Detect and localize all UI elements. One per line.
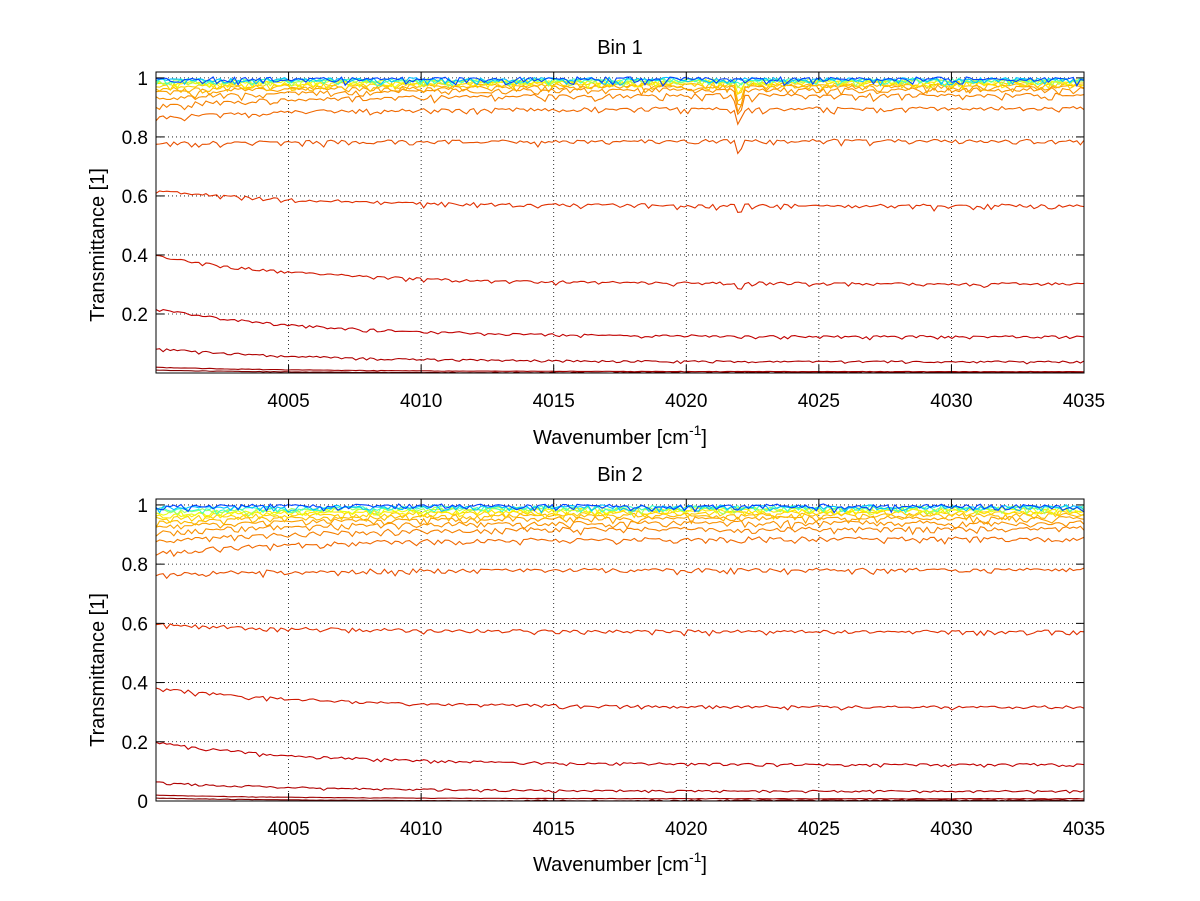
series-line <box>155 687 1085 711</box>
x-axis-label-suffix: ] <box>701 427 707 449</box>
series-line <box>155 138 1085 155</box>
series-line <box>155 512 1085 528</box>
chart-panel-bin-1: Bin 1 4005 4010 4015 4020 4025 4030 4035 0.2 0.4… <box>87 37 1105 449</box>
x-tick-label: 4020 <box>665 391 707 412</box>
series-line <box>155 76 1085 88</box>
axes-frame <box>155 71 1085 374</box>
y-axis-label: Transmittance [1] <box>87 168 109 322</box>
y-tick-label: 0.4 <box>122 246 149 267</box>
series-line <box>155 515 1085 530</box>
series-line <box>155 86 1085 114</box>
series-line <box>155 254 1085 290</box>
series-line <box>155 536 1085 558</box>
x-tick-label: 4005 <box>267 391 309 412</box>
series-line <box>155 190 1085 213</box>
series-line <box>155 503 1085 514</box>
y-tick-label: 0 <box>137 792 148 813</box>
series-line <box>155 83 1085 106</box>
series-line <box>155 92 1085 116</box>
y-tick-label: 0.2 <box>122 733 148 754</box>
x-axis-label-main: Wavenumber [cm <box>533 427 689 449</box>
chart-panel-bin-2: Bin 2 4005 4010 4015 4020 4025 4030 4035 0 0.2 0.… <box>87 464 1105 876</box>
x-tick-label: 4005 <box>267 819 309 840</box>
x-tick-label: 4025 <box>798 391 840 412</box>
x-axis-label-main: Wavenumber [cm <box>533 854 689 876</box>
series-line <box>155 519 1085 537</box>
x-tick-label: 4030 <box>930 391 972 412</box>
y-tick-label: 0.8 <box>122 555 148 576</box>
x-tick-label: 4010 <box>400 391 442 412</box>
x-tick-label: 4015 <box>533 819 575 840</box>
series-line <box>156 781 1085 794</box>
series-line <box>155 76 1085 87</box>
x-axis-label: Wavenumber [cm-1] <box>533 422 707 449</box>
y-tick-label: 0.2 <box>122 305 148 326</box>
x-tick-label: 4035 <box>1063 819 1105 840</box>
series-line <box>155 348 1085 365</box>
x-tick-label: 4020 <box>665 819 707 840</box>
plot-area: 4005 4010 4015 4020 4025 4030 4035 0 0.2 0.4 0.6 0.… <box>122 496 1106 840</box>
x-tick-label: 4030 <box>930 819 972 840</box>
y-tick-label: 0.4 <box>122 674 149 695</box>
series-line <box>155 567 1085 580</box>
y-tick-label: 1 <box>137 496 148 517</box>
plot-area: 4005 4010 4015 4020 4025 4030 4035 0.2 0.4 0.6 0.8… <box>122 69 1106 412</box>
x-axis-label-superscript: -1 <box>689 422 702 438</box>
series-line <box>155 794 1085 800</box>
x-axis-label: Wavenumber [cm-1] <box>533 849 707 876</box>
y-tick-label: 0.6 <box>122 614 148 635</box>
x-tick-label: 4025 <box>798 819 840 840</box>
series-line <box>155 366 1085 373</box>
chart-title: Bin 2 <box>597 464 643 486</box>
series-line <box>155 525 1085 544</box>
y-tick-label: 1 <box>137 69 148 90</box>
x-axis-label-superscript: -1 <box>689 849 702 865</box>
y-tick-label: 0.6 <box>122 187 148 208</box>
axes-frame <box>155 498 1085 802</box>
series-line <box>155 80 1085 95</box>
chart-title: Bin 1 <box>597 37 643 59</box>
x-axis-label-suffix: ] <box>701 854 707 876</box>
x-tick-label: 4035 <box>1063 391 1105 412</box>
x-tick-label: 4015 <box>533 391 575 412</box>
series-line <box>155 105 1085 126</box>
series-line <box>155 622 1085 637</box>
y-tick-label: 0.8 <box>122 128 148 149</box>
y-axis-label: Transmittance [1] <box>87 593 109 747</box>
series-line <box>155 78 1085 90</box>
series-line <box>155 309 1085 341</box>
x-tick-label: 4010 <box>400 819 442 840</box>
series-line <box>155 741 1085 768</box>
